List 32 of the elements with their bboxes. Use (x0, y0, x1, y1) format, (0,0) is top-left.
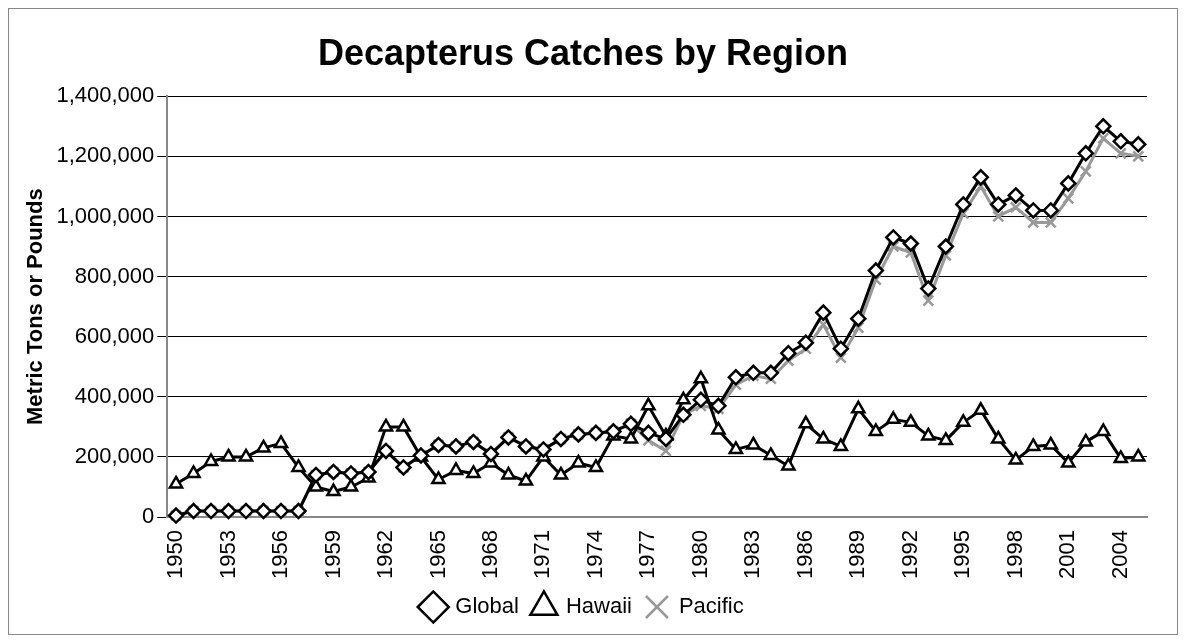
x-tick-label: 1992 (896, 530, 922, 580)
x-tick-label: 1995 (949, 530, 975, 580)
legend-label: Global (455, 593, 519, 619)
y-tick-label: 1,200,000 (56, 142, 155, 168)
y-tick-label: 800,000 (74, 262, 155, 288)
y-tick-label: 1,000,000 (56, 202, 155, 228)
x-tick-label: 1971 (529, 530, 555, 580)
x-tick-label: 1953 (214, 530, 240, 580)
chart-title: Decapterus Catches by Region (317, 31, 849, 73)
x-tick-label: 1956 (267, 530, 293, 580)
x-tick-label: 1965 (424, 530, 450, 580)
legend-label: Pacific (678, 593, 744, 619)
y-tick-label: 200,000 (74, 443, 155, 468)
legend-label: Hawaii (565, 593, 632, 619)
x-tick-label: 1977 (634, 530, 660, 580)
y-tick-label: 1,400,000 (56, 82, 155, 108)
x-tick-label: 2004 (1106, 530, 1132, 580)
x-tick-label: 1950 (162, 530, 188, 580)
y-tick-label: 600,000 (74, 322, 155, 348)
y-tick-label: 400,000 (74, 382, 155, 408)
x-tick-label: 1959 (319, 530, 345, 580)
x-tick-label: 1980 (686, 530, 712, 580)
x-tick-label: 1989 (844, 530, 870, 580)
y-axis-title: Metric Tons or Pounds (22, 188, 48, 425)
x-tick-label: 1998 (1001, 530, 1027, 580)
x-tick-label: 1983 (739, 530, 765, 580)
x-tick-label: 1974 (581, 530, 607, 580)
x-tick-label: 1986 (791, 530, 817, 580)
x-tick-label: 2001 (1054, 530, 1080, 580)
x-tick-label: 1962 (372, 530, 398, 580)
x-tick-label: 1968 (476, 530, 502, 580)
y-tick-label: 0 (142, 503, 155, 529)
